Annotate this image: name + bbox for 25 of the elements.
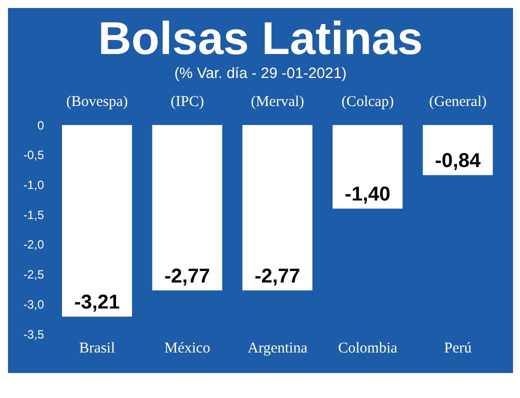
- data-label: -2,77: [164, 265, 210, 288]
- y-tick-label: 0: [37, 118, 44, 132]
- y-tick-label: -3,5: [23, 327, 44, 342]
- x-tick-label: Colombia: [338, 340, 398, 357]
- y-tick-label: -2,0: [23, 238, 44, 252]
- text: (Bovespa): [65, 94, 129, 111]
- text: (Merval): [250, 94, 306, 111]
- y-tick-label: -1,5: [23, 208, 44, 222]
- chart-title: Bolsas Latinas: [97, 11, 424, 64]
- x-tick-label: Perú: [444, 340, 472, 357]
- data-label: -0,84: [435, 150, 482, 172]
- chart-subtitle: (% Var. día - 29 -01-2021): [173, 64, 348, 84]
- data-label: -3,21: [74, 292, 120, 314]
- y-tick-label: -1,0: [23, 178, 44, 192]
- x-tick-label: Argentina: [248, 340, 308, 357]
- y-tick-label: -0,5: [23, 148, 44, 162]
- y-tick-label: -2,5: [23, 268, 44, 282]
- data-label: -2,77: [254, 265, 300, 288]
- data-label: -1,40: [344, 184, 390, 206]
- text: (Colcap): [340, 94, 395, 111]
- x-tick-label: Brasil: [79, 340, 116, 357]
- text: (General): [428, 94, 488, 111]
- x-tick-label: México: [164, 340, 210, 357]
- y-tick-label: -3,0: [23, 297, 44, 312]
- text: (IPC): [170, 94, 205, 111]
